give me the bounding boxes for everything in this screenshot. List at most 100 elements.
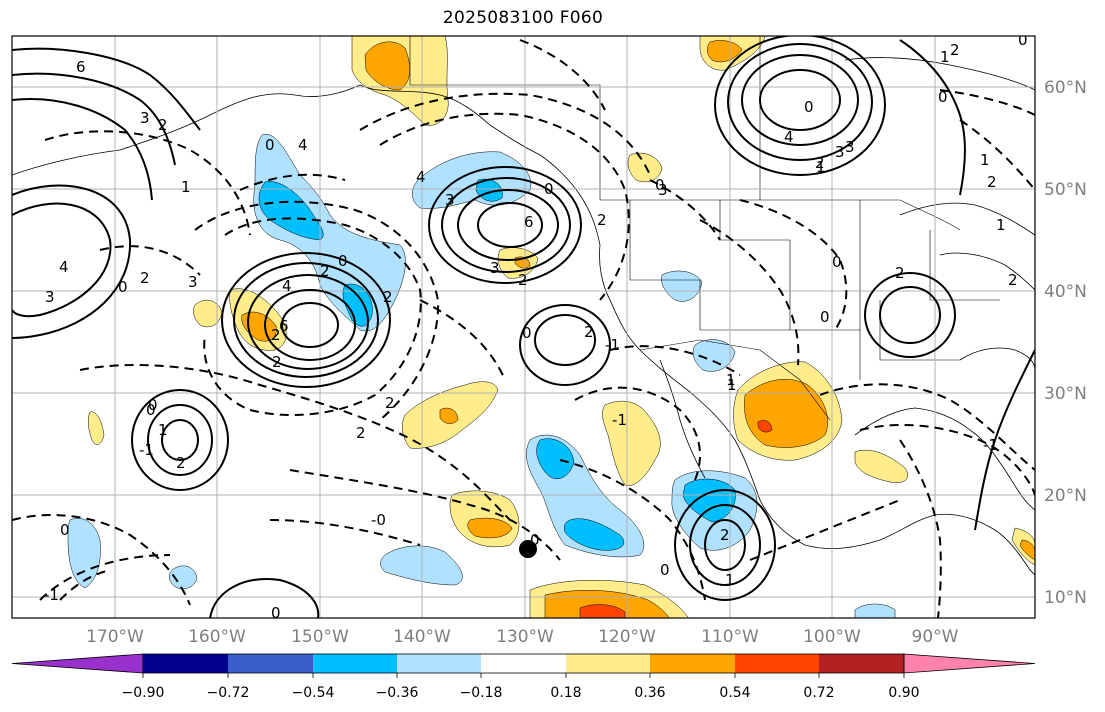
contour-label: 6 [76,58,86,76]
latitude-label: 30°N [1044,384,1087,404]
contour-line [649,179,721,241]
contour-label: 0 [146,401,156,419]
coastline [12,84,361,176]
contour-label: -1 [605,336,620,354]
contour-label: 2 [320,262,330,280]
contour-label: 2 [597,211,607,229]
contour-line [59,569,111,601]
longitude-label: 130°W [496,627,554,647]
anomaly-yellow-area [854,449,908,483]
colorbar-tick-label: −0.54 [292,685,335,701]
coastline [959,347,1035,371]
coastline [899,202,1035,236]
contour-label: 4 [416,168,426,186]
contour-line [12,202,112,318]
contour-label: 3 [490,259,500,277]
contour-line [359,92,651,176]
border [629,200,860,331]
contours-negative [12,39,1035,618]
colorbar-tick-label: −0.90 [122,685,165,701]
longitude-label: 120°W [598,627,656,647]
border [879,300,960,361]
anomaly-light-blue-area [169,565,198,589]
contour-line [379,112,630,301]
contour-line [281,302,339,348]
contour-line [519,304,611,386]
contour-line [859,424,1035,496]
contour-line [161,419,199,461]
contour-line [247,274,369,370]
contour-line [674,489,776,601]
contour-label: -1 [139,441,154,459]
contour-line [519,39,606,111]
contour-label: 1 [816,158,826,176]
contour-label: 2 [518,271,528,289]
contour-label: 3 [188,273,198,291]
anomaly-blue-area [563,518,625,551]
contour-line [749,499,901,561]
contour-line [699,219,800,366]
contour-label: 2 [271,326,281,344]
contour-label: 0 [655,176,665,194]
colorbar-tick-label: −0.18 [460,685,503,701]
border [600,199,961,231]
longitude-label: 170°W [86,627,144,647]
graticule [12,36,1035,618]
colorbar-segment [228,654,313,673]
border [409,36,601,200]
anomaly-light-blue-area [854,603,896,618]
anomaly-light-blue-area [380,545,463,586]
contour-label: 0 [1018,31,1028,49]
contour-line [239,173,346,191]
anomaly-light-blue-area [67,517,101,589]
contour-line [12,514,191,606]
contour-line [428,166,582,284]
colorbar-segment [819,654,904,673]
contour-label: 3 [140,109,150,127]
colorbar-tick-label: 0.36 [634,685,665,701]
latitude-label: 10°N [1044,588,1087,608]
contour-label: 3 [658,181,668,199]
contour-label: 3 [835,143,845,161]
contour-label: 2 [815,154,825,172]
longitude-label: 160°W [188,627,246,647]
contour-line [419,299,506,381]
contour-line [12,72,176,166]
contour-line [534,314,596,366]
latitude-label: 20°N [1044,486,1087,506]
contour-label: 0 [544,180,554,198]
contour-line [233,262,379,378]
contour-line [269,519,421,546]
latitude-label: 60°N [1044,78,1087,98]
anomaly-blue-area [536,438,575,480]
contour-label: 2 [158,116,168,134]
coastline [359,84,1035,576]
map-frame [11,35,1036,619]
coastline [939,252,1035,291]
contour-label: 2 [584,323,594,341]
anomaly-orange-area [1019,539,1035,561]
colorbar-segment [481,654,566,673]
contour-label: 0 [804,98,814,116]
longitude-label: 110°W [701,627,759,647]
colorbar-tick-labels: −0.90 −0.72 −0.54 −0.36 −0.18 0.18 0.36 … [122,685,920,701]
contour-line [477,202,543,248]
contour-label: 0 [530,531,540,549]
contour-label: 0 [118,278,128,296]
colorbar-frame [142,653,905,674]
colorbar-segment [397,654,481,673]
contour-line [12,47,201,131]
contour-label: 2 [383,288,393,306]
contour-label: 0 [338,252,348,270]
contour-line [457,189,559,261]
contour-line [264,289,356,361]
contour-line [12,184,132,339]
colorbar-segment [143,654,228,673]
contour-line [203,217,422,416]
contour-line [289,469,561,561]
contour-label: 1 [181,178,191,196]
contour-line [864,272,956,358]
contour-line [704,519,746,571]
colorbar-tick-label: 0.72 [803,685,834,701]
